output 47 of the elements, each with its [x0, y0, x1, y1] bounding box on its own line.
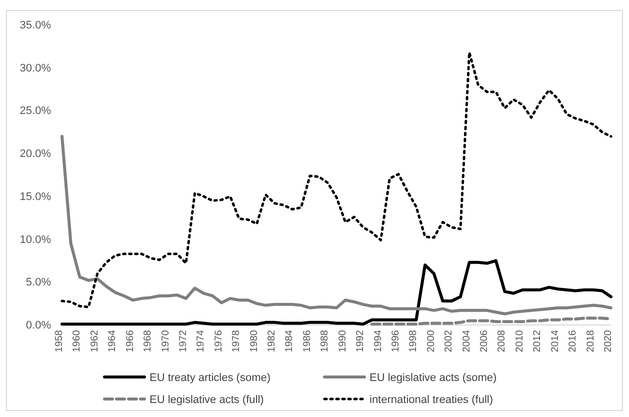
legend-label: international treaties (full): [370, 394, 494, 406]
line-series: [60, 51, 612, 308]
x-tick-label: 1980: [248, 330, 260, 352]
x-tick-label: 2018: [585, 330, 596, 352]
y-tick-label: 15.0%: [20, 190, 52, 203]
line-series: [60, 134, 612, 316]
y-tick-label: 35.0%: [20, 20, 52, 32]
x-tick-label: 1994: [372, 330, 384, 352]
x-tick-label: 1962: [89, 330, 100, 352]
x-tick-label: 2000: [426, 330, 437, 352]
x-tick-label: 1974: [196, 330, 207, 352]
x-tick-label: 2010: [514, 330, 526, 352]
x-tick-label: 1960: [72, 330, 83, 352]
x-tick-label: 1990: [337, 330, 348, 352]
legend-label: EU legislative acts (full): [150, 394, 264, 406]
legend-label: EU treaty articles (some): [150, 372, 271, 384]
x-tick-label: 2006: [479, 330, 490, 352]
x-tick-label: 2014: [550, 330, 561, 352]
y-tick-label: 0.0%: [26, 320, 52, 332]
x-tick-label: 1998: [408, 330, 420, 352]
x-tick-label: 2012: [532, 330, 544, 352]
x-tick-label: 1992: [355, 330, 366, 352]
y-tick-label: 25.0%: [20, 105, 52, 118]
x-tick-label: 1966: [124, 330, 136, 352]
y-tick-label: 5.0%: [26, 276, 52, 289]
x-tick-label: 2004: [461, 330, 472, 352]
x-tick-label: 2016: [568, 330, 579, 352]
x-tick-label: 2008: [496, 330, 508, 352]
y-tick-label: 30.0%: [20, 62, 52, 74]
x-tick-label: 1996: [390, 330, 402, 352]
y-tick-label: 20.0%: [20, 148, 52, 160]
x-tick-label: 1982: [266, 330, 278, 352]
x-tick-label: 1968: [142, 330, 154, 352]
x-tick-label: 1976: [213, 330, 224, 352]
line-series: [60, 259, 612, 326]
x-tick-label: 1958: [54, 330, 65, 352]
x-tick-label: 1972: [178, 330, 189, 352]
x-tick-label: 2002: [444, 330, 455, 352]
x-tick-label: 1970: [160, 330, 172, 352]
x-tick-label: 1978: [231, 330, 242, 352]
x-tick-label: 2020: [603, 330, 614, 352]
y-tick-label: 10.0%: [20, 234, 52, 246]
legend-label: EU legislative acts (some): [370, 372, 497, 384]
x-tick-label: 1964: [107, 330, 118, 352]
x-tick-label: 1984: [284, 330, 296, 352]
x-tick-label: 1988: [320, 330, 331, 352]
x-tick-label: 1986: [302, 330, 313, 352]
